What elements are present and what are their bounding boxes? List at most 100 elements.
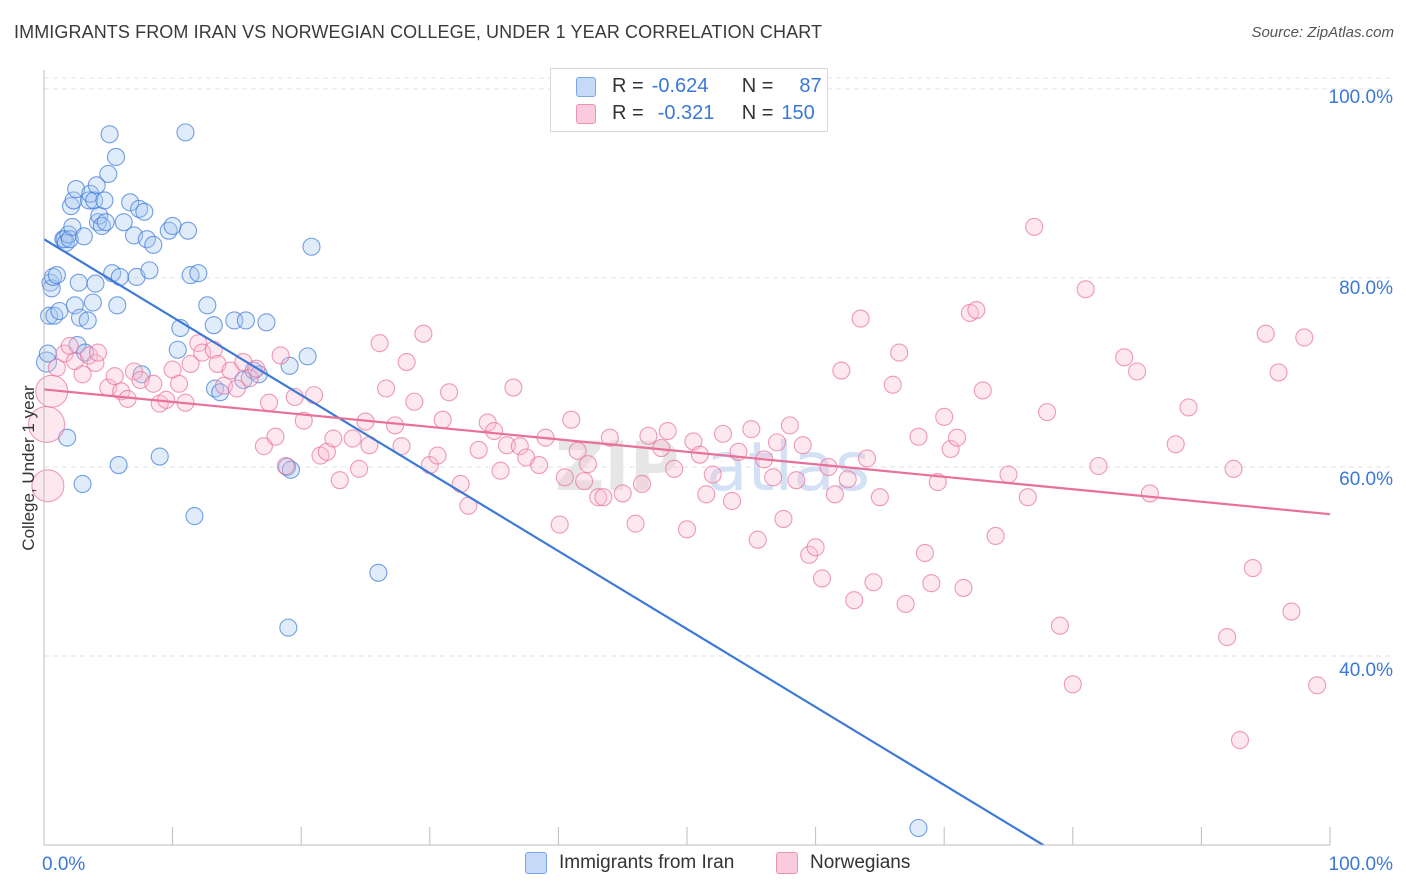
norwegian-point bbox=[386, 416, 405, 435]
iran-point bbox=[369, 563, 388, 582]
norwegian-point bbox=[800, 545, 819, 564]
iran-trend-line bbox=[43, 238, 1044, 846]
norwegian-point bbox=[440, 383, 459, 402]
norwegian-point bbox=[1269, 363, 1288, 382]
norwegian-point bbox=[909, 427, 928, 446]
iran-point bbox=[144, 235, 163, 254]
norwegian-point bbox=[324, 429, 343, 448]
norwegian-point bbox=[864, 573, 883, 592]
iran-point bbox=[83, 293, 102, 312]
norwegian-point bbox=[851, 309, 870, 328]
iran-point bbox=[236, 311, 255, 330]
norwegian-point bbox=[1218, 628, 1237, 647]
norwegian-point bbox=[967, 301, 986, 320]
norwegian-point bbox=[1179, 398, 1198, 417]
norwegian-point bbox=[658, 421, 677, 441]
iran-point bbox=[135, 202, 154, 221]
legend-item-iran[interactable]: Immigrants from Iran bbox=[525, 852, 734, 874]
norwegian-point bbox=[377, 379, 396, 398]
iran-point bbox=[140, 261, 159, 280]
iran-point bbox=[178, 221, 198, 240]
norwegian-point bbox=[1050, 616, 1069, 635]
stats-row-norwegians: R = -0.321 N = 150 bbox=[576, 102, 815, 125]
legend-item-norwegians[interactable]: Norwegians bbox=[776, 852, 910, 874]
iran-point bbox=[100, 125, 119, 144]
norwegian-point bbox=[568, 441, 587, 460]
iran-point bbox=[181, 266, 200, 285]
norwegian-point bbox=[948, 428, 967, 447]
norwegian-point bbox=[530, 456, 549, 475]
norwegian-point bbox=[1076, 280, 1095, 299]
iran-point bbox=[50, 301, 69, 321]
iran-point bbox=[257, 313, 276, 332]
iran-point bbox=[302, 237, 321, 256]
norwegian-point bbox=[88, 343, 108, 362]
n-value: 87 bbox=[799, 75, 822, 97]
norwegian-point bbox=[1308, 676, 1327, 695]
norwegian-point bbox=[370, 334, 389, 353]
norwegian-point bbox=[485, 421, 504, 441]
norwegian-point bbox=[1018, 488, 1037, 507]
iran-point bbox=[189, 264, 208, 283]
chart-title: IMMIGRANTS FROM IRAN VS NORWEGIAN COLLEG… bbox=[14, 22, 823, 42]
norwegian-point bbox=[941, 439, 960, 459]
norwegian-point bbox=[60, 336, 79, 356]
norwegian-point bbox=[954, 578, 973, 597]
norwegian-point bbox=[1166, 435, 1185, 454]
iran-point bbox=[96, 213, 115, 232]
iran-point bbox=[150, 447, 169, 466]
stats-box bbox=[550, 68, 828, 132]
norwegian-point bbox=[294, 411, 313, 430]
norwegian-point bbox=[1038, 403, 1057, 422]
norwegian-point bbox=[350, 459, 369, 478]
iran-point bbox=[69, 273, 88, 292]
legend-swatch-blue bbox=[525, 852, 547, 874]
iran-point bbox=[47, 266, 66, 285]
norwegian-point bbox=[227, 379, 246, 398]
norwegian-point bbox=[589, 488, 608, 507]
norwegian-point bbox=[305, 386, 324, 405]
norwegian-point bbox=[632, 474, 652, 494]
iran-point bbox=[86, 274, 105, 293]
norwegian-point bbox=[343, 429, 362, 448]
norwegian-point bbox=[915, 543, 934, 563]
r-label: R = bbox=[612, 75, 644, 97]
source-credit: Source: ZipAtlas.com bbox=[1251, 24, 1394, 41]
norwegian-point bbox=[928, 473, 947, 492]
norwegian-point bbox=[780, 416, 799, 435]
norwegian-point bbox=[397, 352, 416, 372]
norwegian-point bbox=[890, 343, 909, 362]
legend-swatch-blue bbox=[576, 76, 596, 97]
y-axis-label: College, Under 1 year bbox=[19, 385, 38, 551]
norwegian-point bbox=[271, 346, 290, 365]
norwegian-point bbox=[414, 324, 433, 343]
stats-row-iran: R = -0.624 N = 87 bbox=[576, 75, 822, 98]
norwegian-point bbox=[896, 594, 915, 614]
norwegian-point bbox=[497, 436, 517, 455]
iran-point bbox=[163, 216, 182, 235]
norwegian-point bbox=[1115, 348, 1134, 367]
norwegian-point bbox=[575, 472, 594, 491]
iran-point bbox=[40, 306, 59, 325]
y-tick-label: 80.0% bbox=[1339, 278, 1393, 299]
norwegian-point bbox=[562, 410, 581, 429]
norwegian-point bbox=[665, 459, 684, 478]
norwegian-point bbox=[1128, 362, 1147, 381]
norwegian-point bbox=[31, 469, 65, 503]
norwegian-point bbox=[259, 393, 279, 412]
norwegian-point bbox=[742, 420, 761, 439]
x-tick-label: 100.0% bbox=[1328, 854, 1393, 875]
norwegian-point bbox=[405, 392, 424, 411]
iran-point bbox=[73, 474, 92, 494]
iran-point bbox=[99, 164, 118, 184]
norwegian-point bbox=[1282, 602, 1301, 621]
norwegian-point bbox=[870, 488, 889, 507]
n-label: N = bbox=[741, 102, 774, 124]
legend-label: Immigrants from Iran bbox=[559, 852, 735, 873]
norwegian-point bbox=[999, 465, 1018, 484]
norwegian-point bbox=[504, 378, 523, 397]
norwegian-point bbox=[935, 407, 954, 426]
norwegian-point bbox=[697, 485, 716, 504]
norwegian-point bbox=[838, 470, 857, 489]
norwegian-point bbox=[469, 440, 488, 459]
